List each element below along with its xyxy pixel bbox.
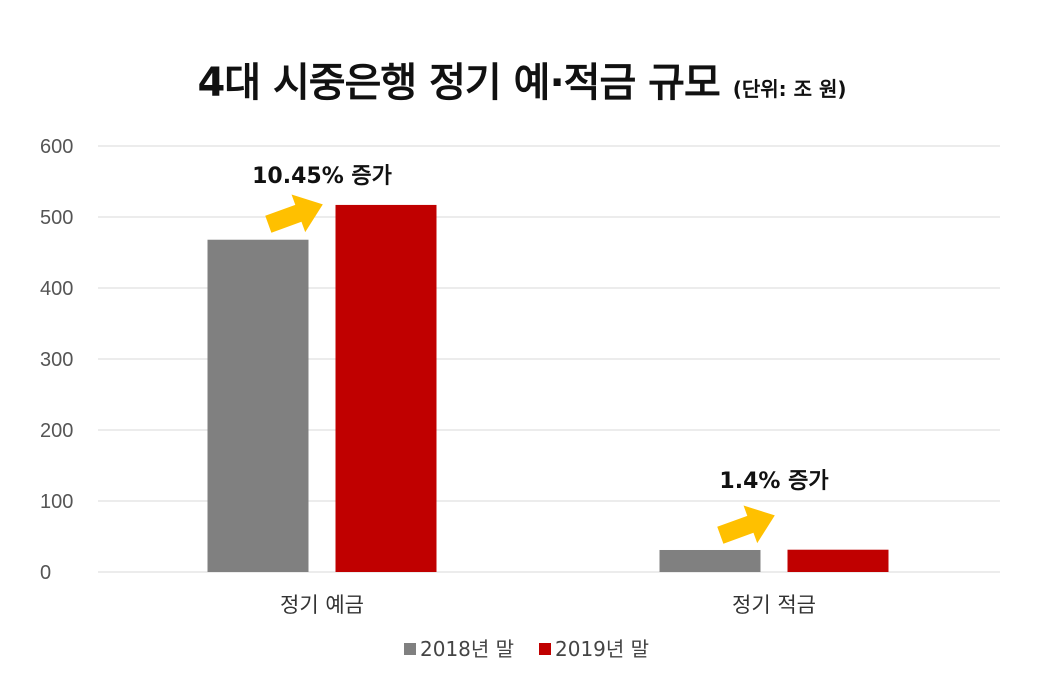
bar-2018-0 <box>207 239 309 572</box>
legend-swatch <box>539 643 551 655</box>
legend-label: 2018년 말 <box>420 637 514 661</box>
legend-label: 2019년 말 <box>555 637 649 661</box>
title-text: 4대 시중은행 정기 예·적금 규모 <box>197 60 720 106</box>
category-label: 정기 적금 <box>732 593 816 617</box>
y-tick-label: 0 <box>40 562 51 584</box>
arrow-icon <box>717 505 775 544</box>
y-tick-label: 300 <box>40 349 73 371</box>
bar-2019-1 <box>787 549 889 572</box>
y-tick-label: 400 <box>40 278 73 300</box>
y-tick-label: 100 <box>40 491 73 513</box>
bar-2019-0 <box>335 204 437 572</box>
legend-swatch <box>404 643 416 655</box>
annotation-label: 10.45% 증가 <box>252 164 392 189</box>
unit-label: (단위: 조 원) <box>732 77 847 101</box>
category-label: 정기 예금 <box>280 593 364 617</box>
y-tick-label: 500 <box>40 207 73 229</box>
chart-title: 4대 시중은행 정기 예·적금 규모 (단위: 조 원) <box>0 50 1044 108</box>
annotation-label: 1.4% 증가 <box>719 469 828 494</box>
arrow-icon <box>265 194 323 233</box>
bar-2018-1 <box>659 549 761 572</box>
y-tick-label: 200 <box>40 420 73 442</box>
y-tick-label: 600 <box>40 136 73 158</box>
